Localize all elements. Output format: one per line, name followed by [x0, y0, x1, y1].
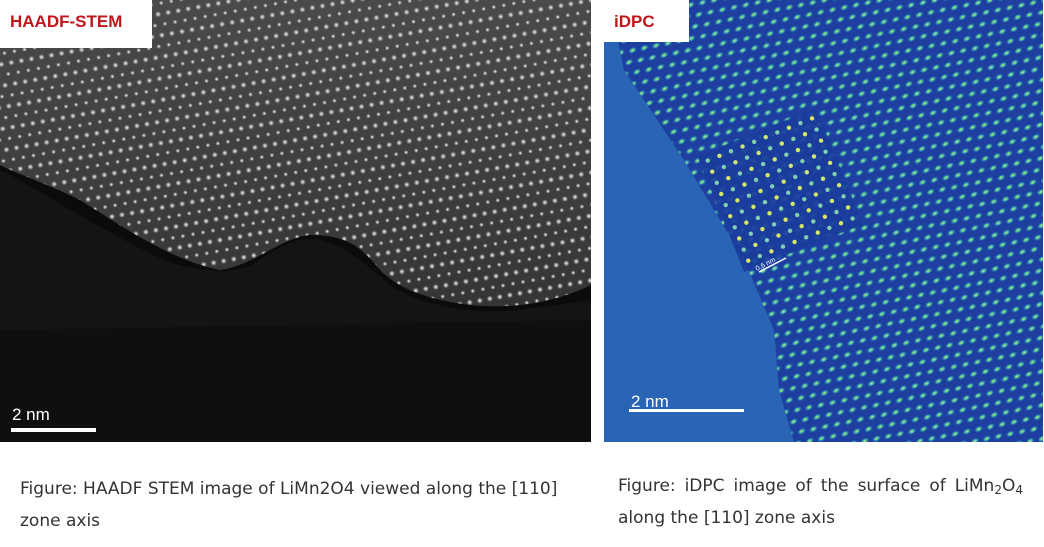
haadf-stem-image: [0, 0, 591, 442]
idpc-image: 0.6 nm: [604, 0, 1043, 442]
idpc-image-panel: 0.6 nm iDPC 2 nm: [604, 0, 1043, 442]
left-scale-label: 2 nm: [12, 405, 50, 424]
right-scale-label: 2 nm: [631, 392, 669, 411]
haadf-stem-label: HAADF-STEM: [0, 0, 152, 48]
idpc-label: iDPC: [604, 0, 689, 42]
haadf-stem-image-panel: HAADF-STEM 2 nm: [0, 0, 591, 442]
caption-haadf: Figure: HAADF STEM image of LiMn2O4 view…: [20, 479, 558, 531]
right-scale-bar: [629, 409, 744, 412]
left-scale-bar: [11, 428, 96, 432]
caption-idpc: Figure: iDPC image of the surface of LiM…: [618, 476, 1023, 528]
